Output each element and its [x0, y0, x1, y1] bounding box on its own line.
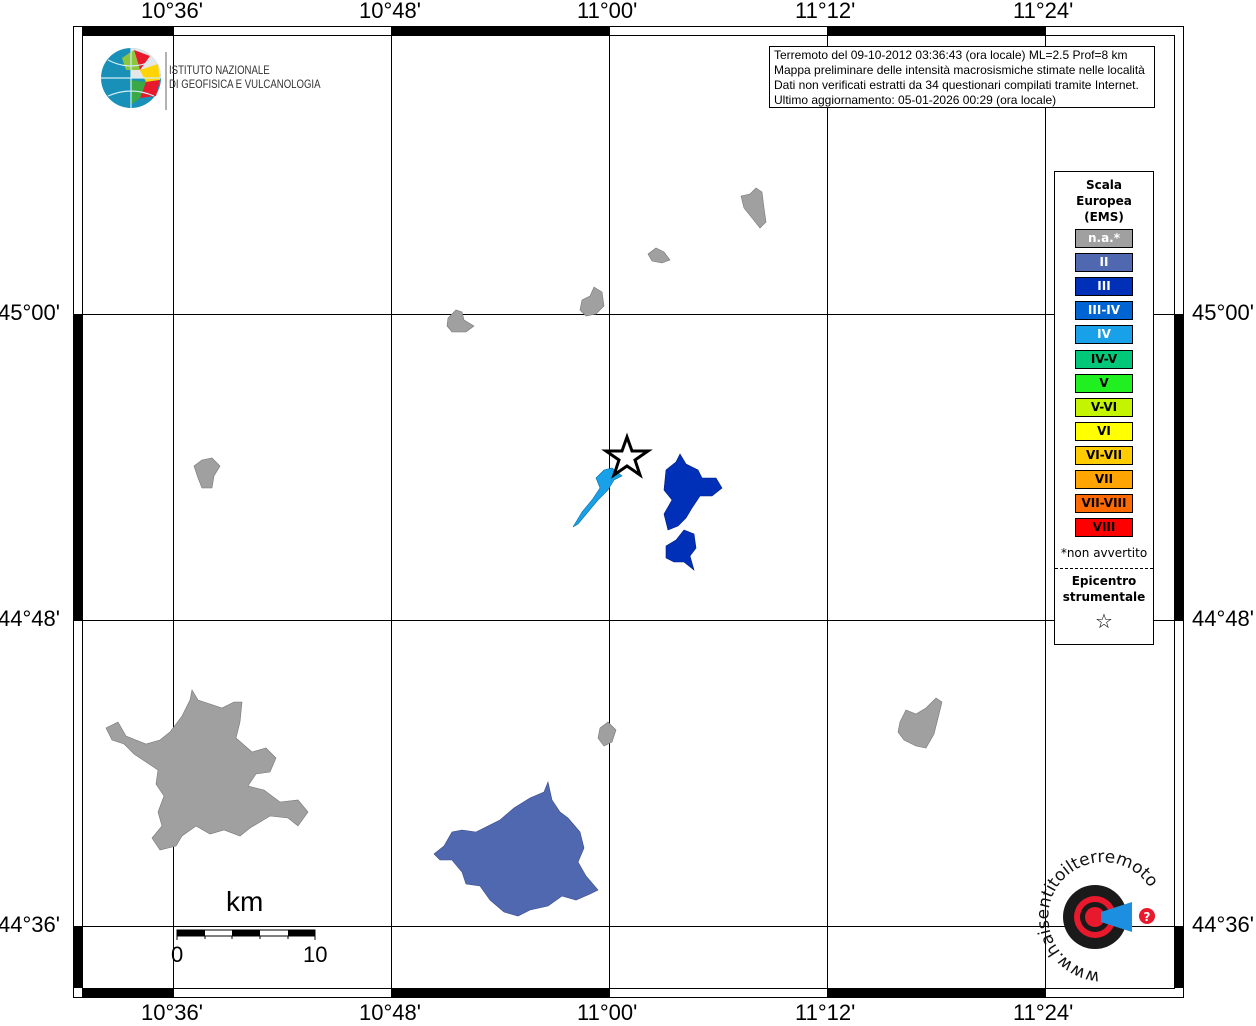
area-na[interactable]	[446, 309, 475, 333]
scale-bar	[176, 929, 316, 940]
area-na[interactable]	[597, 721, 617, 747]
lon-tick: 10°48'	[359, 1000, 421, 1025]
frame-bar	[827, 989, 1045, 997]
area-na[interactable]	[105, 689, 309, 851]
legend-item: VII-VIII	[1075, 494, 1133, 514]
epicenter-label-line: Epicentro	[1071, 574, 1137, 588]
ingv-line2: DI GEOFISICA E VULCANOLOGIA	[169, 77, 321, 91]
frame-bar	[1175, 314, 1183, 620]
frame-bar	[391, 27, 609, 35]
map-outer-frame	[73, 26, 1184, 998]
frame-bar	[827, 27, 1045, 35]
legend-item: VIII	[1075, 518, 1133, 538]
lon-tick: 11°00'	[577, 1000, 638, 1025]
area-ii[interactable]	[433, 780, 599, 917]
legend-item: V-VI	[1075, 397, 1133, 417]
star-icon: ☆	[1095, 609, 1113, 633]
scale-unit: km	[226, 886, 264, 917]
epicenter-label-line: strumentale	[1062, 590, 1146, 604]
lon-tick: 10°48'	[359, 0, 421, 23]
ingv-logo	[101, 48, 167, 110]
lat-tick: 45°00'	[0, 300, 60, 325]
lat-tick: 44°36'	[1192, 912, 1254, 937]
ingv-logo-text: ISTITUTO NAZIONALE DI GEOFISICA E VULCAN…	[169, 63, 321, 91]
lon-tick: 11°12'	[795, 1000, 856, 1025]
info-line: Mappa preliminare delle intensità macros…	[774, 63, 1145, 77]
legend-item: VI-VII	[1075, 445, 1133, 465]
legend-title-line: Europea	[1076, 194, 1132, 208]
frame-graduation-bars	[74, 27, 1183, 997]
lat-tick: 44°48'	[1192, 606, 1254, 631]
area-na[interactable]	[897, 697, 943, 749]
lon-tick: 11°12'	[795, 0, 856, 23]
legend-item: II	[1075, 253, 1133, 273]
frame-bar	[1175, 926, 1183, 988]
frame-bar	[82, 27, 173, 35]
lon-tick: 10°36'	[141, 1000, 203, 1025]
area-iii[interactable]	[663, 453, 723, 531]
frame-bar	[391, 989, 609, 997]
map-inner-frame	[82, 35, 1175, 989]
area-na[interactable]	[740, 187, 767, 229]
info-line: Ultimo aggiornamento: 05-01-2026 00:29 (…	[774, 93, 1057, 107]
lon-tick: 10°36'	[141, 0, 203, 23]
legend-item: n.a.*	[1075, 229, 1133, 248]
area-na[interactable]	[193, 457, 221, 489]
svg-text:?: ?	[1144, 910, 1151, 924]
scale-start: 0	[171, 942, 184, 967]
ems-legend: Scala Europea (EMS) n.a.* II III III-IV IV IV…	[1054, 171, 1154, 645]
area-na[interactable]	[647, 247, 671, 264]
ingv-line1: ISTITUTO NAZIONALE	[169, 63, 270, 77]
lon-tick: 11°24'	[1013, 0, 1074, 23]
legend-item: IV-V	[1075, 349, 1133, 369]
lat-tick: 44°48'	[0, 606, 60, 631]
earthquake-info-box: Terremoto del 09-10-2012 03:36:43 (ora l…	[769, 46, 1155, 108]
lat-tick: 45°00'	[1192, 300, 1254, 325]
scale-end: 10	[303, 942, 328, 967]
legend-item: III	[1075, 277, 1133, 297]
frame-bar	[74, 926, 82, 988]
epicenter-label: Epicentro strumentale	[1055, 573, 1153, 605]
frame-bar	[74, 314, 82, 620]
lat-tick: 44°36'	[0, 912, 60, 937]
legend-note: *non avvertito	[1060, 546, 1148, 560]
legend-divider	[1055, 568, 1153, 569]
legend-item: III-IV	[1075, 301, 1133, 321]
legend-title-line: (EMS)	[1084, 210, 1124, 224]
lon-tick: 11°00'	[577, 0, 638, 23]
legend-title: Scala Europea (EMS)	[1055, 177, 1153, 225]
info-line: Terremoto del 09-10-2012 03:36:43 (ora l…	[774, 48, 1128, 62]
info-line: Dati non verificati estratti da 34 quest…	[774, 78, 1139, 92]
legend-item: V	[1075, 373, 1133, 393]
legend-item: IV	[1075, 325, 1133, 345]
legend-title-line: Scala	[1085, 178, 1123, 192]
lon-tick: 11°24'	[1013, 1000, 1074, 1025]
area-iii[interactable]	[665, 529, 697, 571]
area-na[interactable]	[579, 286, 605, 317]
frame-bar	[82, 989, 173, 997]
legend-item: VII	[1075, 470, 1133, 489]
epicenter-star-icon[interactable]	[601, 432, 653, 479]
legend-item: VI	[1075, 421, 1133, 441]
locality-areas	[105, 187, 943, 917]
